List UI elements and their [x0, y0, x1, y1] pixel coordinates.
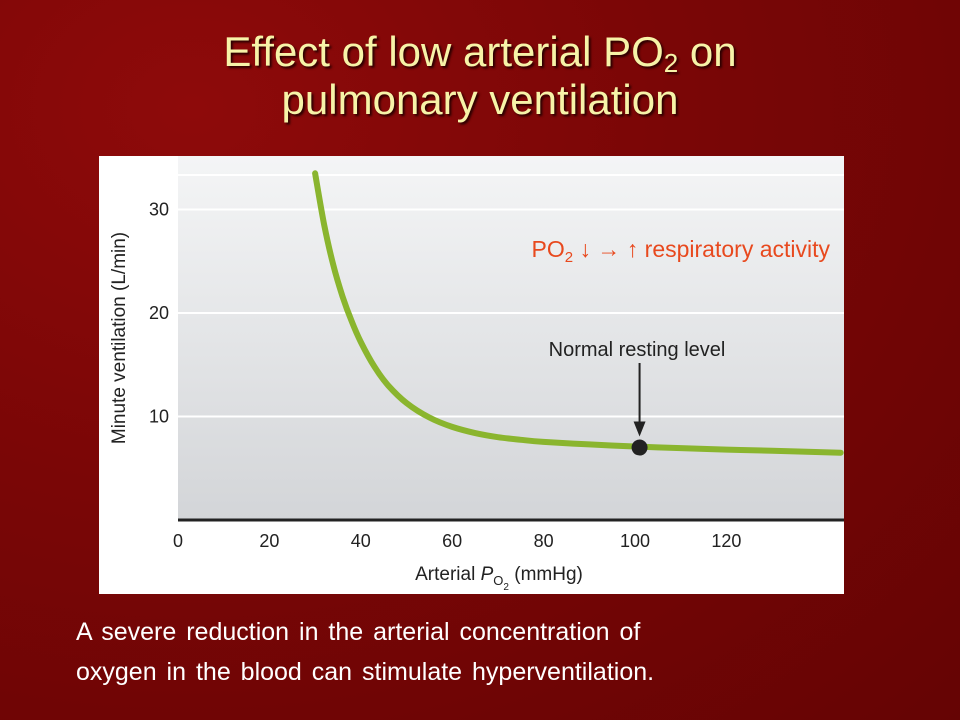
plot-background	[178, 156, 844, 520]
x-tick-label: 60	[442, 531, 462, 551]
y-tick-label: 10	[149, 407, 169, 427]
marker-label: Normal resting level	[549, 339, 726, 361]
x-tick-label: 40	[351, 531, 371, 551]
grid-lines	[178, 174, 844, 418]
x-tick-labels: 0 20 40 60 80 100 120	[173, 531, 741, 551]
ventilation-chart: 0 20 40 60 80 100 120 10 20 30 Normal resting le…	[109, 156, 844, 593]
y-tick-label: 30	[149, 200, 169, 220]
chart-panel: 0 20 40 60 80 100 120 10 20 30 Normal resting le…	[99, 156, 844, 594]
annotation-text: PO2 ↓ → ↑ respiratory activity	[532, 236, 831, 266]
slide-title: Effect of low arterial PO2 on pulmonary …	[0, 28, 960, 124]
x-tick-label: 0	[173, 531, 183, 551]
title-line-1: Effect of low arterial PO2 on	[0, 28, 960, 76]
title-subscript: 2	[663, 48, 679, 78]
x-tick-label: 100	[620, 531, 650, 551]
x-axis-label: Arterial PO2 (mmHg)	[415, 564, 583, 593]
x-tick-label: 20	[259, 531, 279, 551]
ventilation-curve	[312, 170, 844, 456]
x-tick-label: 120	[711, 531, 741, 551]
title-line-2: pulmonary ventilation	[281, 76, 679, 123]
x-tick-label: 80	[534, 531, 554, 551]
y-axis-label: Minute ventilation (L/min)	[109, 232, 130, 444]
caption-line-2: oxygen in the blood can stimulate hyperv…	[76, 658, 655, 686]
caption-line-1: A severe reduction in the arterial conce…	[76, 618, 641, 646]
marker-arrow-head	[633, 421, 646, 437]
slide-caption: A severe reduction in the arterial conce…	[76, 612, 876, 692]
marker-group: Normal resting level	[549, 339, 726, 456]
y-tick-labels: 10 20 30	[149, 200, 169, 427]
title-text-part1: Effect of low arterial PO	[223, 28, 664, 75]
title-text-part2: on	[678, 28, 737, 75]
normal-resting-point	[631, 439, 648, 456]
y-tick-label: 20	[149, 303, 169, 323]
